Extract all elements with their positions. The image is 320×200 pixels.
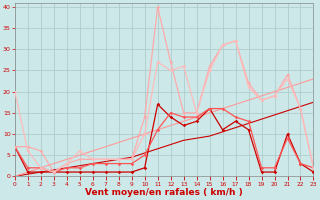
- X-axis label: Vent moyen/en rafales ( km/h ): Vent moyen/en rafales ( km/h ): [85, 188, 243, 197]
